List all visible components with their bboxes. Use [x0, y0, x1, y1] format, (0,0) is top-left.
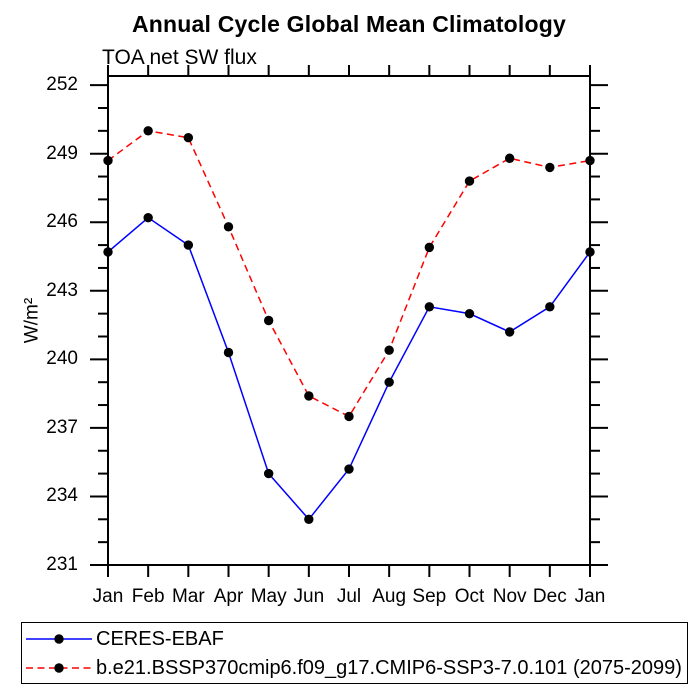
data-point-marker-series-0 [223, 347, 234, 358]
y-tick-label: 234 [46, 485, 78, 507]
x-tick-label: Jan [92, 586, 124, 607]
data-point-marker-series-1 [304, 391, 314, 401]
x-tick-label: Sep [412, 586, 447, 607]
y-tick-label: 249 [46, 142, 78, 164]
chart-subtitle: TOA net SW flux [102, 46, 257, 69]
legend-line-sample-dashed [26, 663, 92, 673]
data-point-marker-series-0 [143, 212, 153, 223]
chart-title: Annual Cycle Global Mean Climatology [131, 11, 567, 37]
legend-entry-model: b.e21.BSSP370cmip6.f09_g17.CMIP6-SSP3-7.… [25, 657, 682, 679]
data-point-marker-series-0 [504, 327, 515, 337]
data-point-marker-series-1 [143, 126, 153, 136]
legend-label-model: b.e21.BSSP370cmip6.f09_g17.CMIP6-SSP3-7.… [96, 657, 682, 679]
data-point-marker-series-0 [103, 247, 113, 257]
x-tick-label: May [250, 586, 287, 607]
series-line-0 [107, 216, 591, 521]
x-tick-label: Feb [131, 586, 165, 607]
x-tick-label: Apr [213, 586, 244, 607]
y-tick-label: 237 [46, 416, 78, 438]
data-point-marker-series-0 [263, 468, 274, 479]
data-point-marker-series-1 [464, 176, 475, 186]
data-point-marker-series-1 [103, 155, 113, 166]
legend-entry-observation: CERES-EBAF [25, 628, 224, 650]
x-tick-label: Dec [532, 586, 567, 607]
data-point-marker-series-0 [545, 302, 555, 312]
data-point-marker-series-0 [344, 464, 354, 474]
x-tick-label: Jul [336, 586, 362, 607]
data-point-marker-series-0 [585, 247, 595, 257]
y-tick-label: 246 [46, 211, 78, 233]
x-tick-label: Nov [492, 586, 527, 607]
data-point-marker-series-1 [504, 153, 515, 163]
data-point-marker-series-1 [585, 155, 595, 166]
legend-box: CERES-EBAF b.e21.BSSP370cmip6.f09_g17.CM… [21, 622, 688, 684]
data-point-marker-series-0 [424, 302, 435, 312]
data-point-marker-series-1 [183, 132, 194, 143]
x-tick-label: Aug [372, 586, 407, 607]
data-point-marker-series-0 [384, 377, 394, 387]
y-tick-label: 243 [46, 279, 78, 301]
x-tick-label: Jun [293, 586, 325, 607]
data-point-marker-series-1 [263, 315, 274, 326]
data-point-marker-series-1 [223, 222, 234, 232]
plot-frame [107, 75, 591, 566]
data-point-marker-series-1 [545, 162, 555, 173]
data-point-marker-series-1 [384, 345, 394, 355]
data-point-marker-series-0 [304, 514, 314, 524]
data-point-marker-series-1 [344, 411, 354, 422]
y-tick-label: 240 [46, 348, 78, 370]
data-point-marker-series-1 [424, 242, 435, 253]
x-tick-label: Jan [574, 586, 606, 607]
x-tick-label: Mar [171, 586, 205, 607]
x-tick-label: Oct [454, 586, 485, 607]
data-point-marker-series-0 [464, 308, 475, 319]
legend-line-sample-solid [26, 634, 92, 644]
legend-label-observation: CERES-EBAF [96, 628, 224, 650]
y-tick-label: 252 [46, 74, 78, 96]
series-line-1 [107, 130, 591, 418]
y-tick-label: 231 [46, 554, 78, 575]
data-point-marker-series-0 [183, 240, 194, 250]
